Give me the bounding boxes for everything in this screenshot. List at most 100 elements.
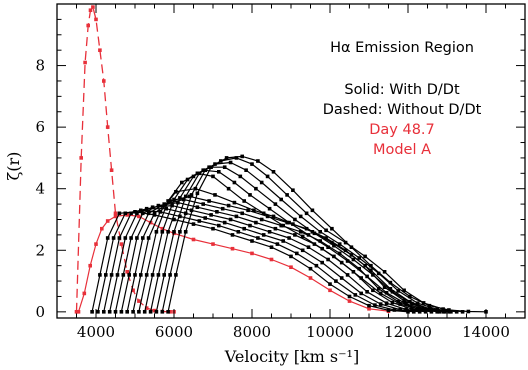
data-point bbox=[131, 310, 135, 314]
data-point bbox=[131, 288, 135, 293]
series-11 bbox=[142, 168, 447, 314]
data-point bbox=[298, 214, 303, 219]
data-point bbox=[398, 302, 402, 306]
data-point bbox=[267, 230, 272, 234]
data-point bbox=[349, 253, 354, 257]
data-point bbox=[133, 273, 137, 277]
data-point bbox=[137, 214, 141, 219]
data-point bbox=[318, 230, 322, 234]
data-point bbox=[178, 196, 182, 200]
data-point bbox=[246, 208, 250, 213]
data-point bbox=[373, 303, 377, 307]
data-point bbox=[337, 251, 342, 256]
data-point bbox=[308, 276, 313, 280]
data-point bbox=[256, 236, 260, 240]
data-point bbox=[146, 211, 151, 216]
x-tick-label: 14000 bbox=[462, 323, 510, 341]
data-point bbox=[79, 156, 83, 160]
y-tick-label: 4 bbox=[35, 180, 45, 198]
data-point bbox=[189, 208, 194, 213]
series-6 bbox=[113, 200, 434, 314]
data-point bbox=[129, 211, 133, 216]
data-point bbox=[415, 301, 420, 305]
data-point bbox=[339, 260, 344, 265]
data-point bbox=[252, 208, 256, 213]
x-tick-label: 4000 bbox=[77, 323, 115, 341]
data-point bbox=[94, 17, 98, 22]
data-point bbox=[429, 307, 434, 312]
data-point bbox=[242, 199, 246, 203]
annotation-3: Day 48.7 bbox=[369, 122, 435, 138]
data-point bbox=[369, 268, 373, 273]
data-point bbox=[357, 256, 361, 260]
data-point bbox=[240, 154, 244, 159]
data-point bbox=[376, 271, 381, 276]
data-point bbox=[172, 217, 176, 222]
data-point bbox=[213, 193, 217, 197]
data-point bbox=[326, 245, 330, 249]
data-point bbox=[328, 282, 332, 286]
series-0 bbox=[74, 5, 176, 314]
data-point bbox=[197, 219, 202, 223]
data-point bbox=[113, 211, 118, 216]
data-point bbox=[382, 285, 387, 289]
data-point bbox=[410, 301, 414, 306]
data-point bbox=[310, 208, 315, 213]
data-point bbox=[281, 239, 285, 243]
data-point bbox=[166, 310, 170, 314]
data-point bbox=[197, 171, 202, 176]
data-point bbox=[402, 288, 406, 293]
data-point bbox=[345, 273, 350, 277]
annotation-4: Model A bbox=[373, 142, 431, 158]
legend: Hα Emission Region Solid: With D/Dt Dashed… bbox=[323, 40, 482, 158]
data-point bbox=[220, 206, 225, 211]
data-point bbox=[443, 310, 447, 314]
data-point bbox=[164, 206, 168, 211]
data-point bbox=[141, 211, 145, 216]
data-point bbox=[347, 299, 352, 303]
annotation-2: Dashed: Without D/Dt bbox=[323, 102, 482, 118]
data-point bbox=[230, 233, 235, 237]
x-tick-label: 10000 bbox=[306, 323, 354, 341]
data-point bbox=[76, 310, 81, 314]
data-point bbox=[300, 248, 305, 253]
data-point bbox=[102, 310, 106, 314]
y-axis-title: ζ(r) bbox=[4, 152, 23, 181]
data-point bbox=[181, 197, 186, 202]
data-point bbox=[119, 242, 124, 246]
data-point bbox=[135, 236, 139, 240]
data-point bbox=[281, 223, 285, 228]
data-point bbox=[139, 273, 143, 277]
data-point bbox=[359, 291, 363, 296]
data-point bbox=[437, 310, 441, 314]
data-point bbox=[135, 211, 139, 216]
data-point bbox=[365, 274, 369, 279]
data-point bbox=[125, 213, 129, 217]
data-point bbox=[105, 125, 110, 129]
data-point bbox=[168, 310, 172, 314]
data-point bbox=[390, 290, 395, 294]
data-point bbox=[185, 177, 190, 182]
data-point bbox=[82, 291, 87, 296]
data-point bbox=[109, 273, 114, 277]
data-point bbox=[174, 190, 178, 194]
data-point bbox=[306, 233, 311, 237]
data-point bbox=[320, 260, 324, 265]
y-tick-label: 2 bbox=[35, 241, 45, 259]
data-point bbox=[96, 310, 100, 314]
data-point bbox=[224, 156, 229, 160]
data-point bbox=[412, 310, 416, 314]
data-point bbox=[339, 276, 344, 280]
data-point bbox=[183, 194, 188, 199]
data-point bbox=[111, 236, 116, 240]
data-point bbox=[357, 266, 361, 271]
data-point bbox=[275, 242, 280, 246]
data-point bbox=[250, 251, 254, 256]
data-point bbox=[367, 307, 371, 311]
data-point bbox=[226, 186, 231, 191]
data-point bbox=[298, 230, 303, 234]
data-point bbox=[349, 245, 354, 249]
data-point bbox=[382, 270, 387, 274]
data-point bbox=[363, 254, 367, 259]
data-point bbox=[117, 236, 122, 240]
